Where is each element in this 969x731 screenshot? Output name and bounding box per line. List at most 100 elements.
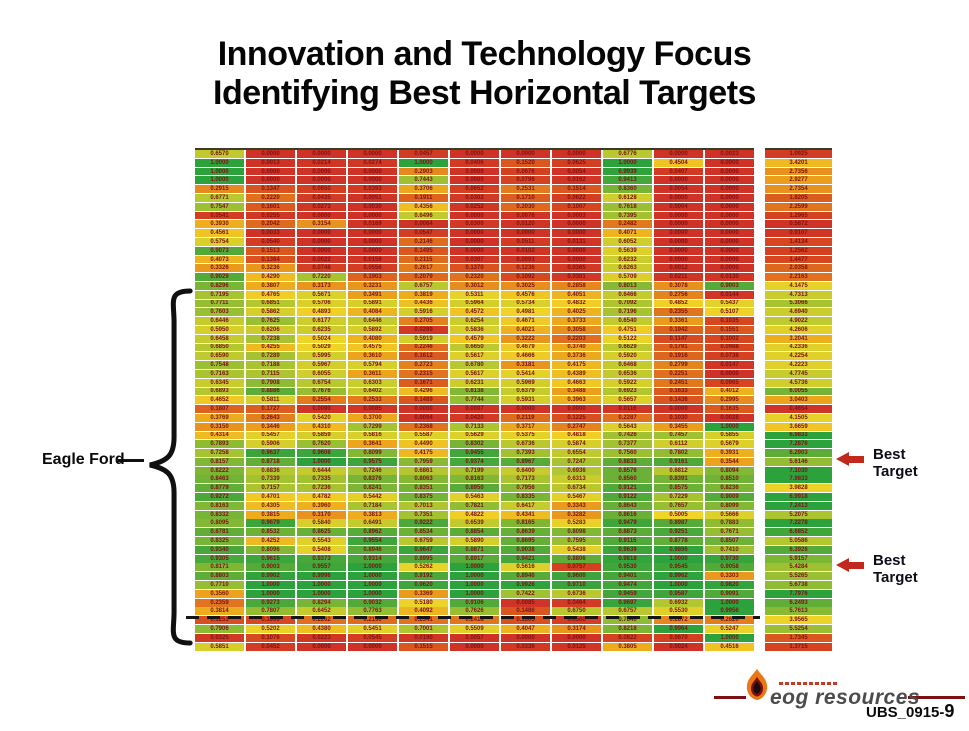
heatmap-cell: 0.3706 (399, 185, 448, 194)
heatmap-cell: 0.0130 (705, 273, 754, 282)
heatmap-cell: 0.7548 (195, 361, 244, 370)
heatmap-cell: 0.9374 (450, 457, 499, 466)
heatmap-cell: 0.2705 (399, 317, 448, 326)
heatmap-cell: 0.0024 (654, 642, 703, 651)
heatmap-cell: 0.1347 (246, 185, 295, 194)
heatmap-cell: 0.6812 (654, 466, 703, 475)
footer-rule-left (714, 696, 746, 699)
heatmap-cell: 0.2531 (501, 185, 550, 194)
heatmap-cell: 0.2262 (297, 616, 346, 625)
heatmap-cell: 0.7163 (195, 369, 244, 378)
heatmap-cell: 0.5964 (450, 299, 499, 308)
heatmap-cell: 0.5969 (501, 378, 550, 387)
heatmap-cell: 0.2533 (348, 396, 397, 405)
heatmap-cell: 0.8013 (603, 281, 652, 290)
heatmap-cell: 0.7395 (603, 211, 652, 220)
heatmap-cell: 1.0000 (450, 563, 499, 572)
heatmap-cell: 0.4175 (399, 449, 448, 457)
heatmap-cell: 0.0273 (297, 202, 346, 211)
heatmap-cell: 0.5890 (450, 537, 499, 545)
heatmap-cell: 0.9964 (654, 625, 703, 633)
heatmap-cell: 0.5816 (348, 431, 397, 440)
heatmap-cell: 0.7657 (654, 501, 703, 510)
side-column-cell: 1.2562 (765, 246, 832, 255)
heatmap-cell: 0.5657 (603, 396, 652, 405)
heatmap-cell: 0.5509 (450, 625, 499, 633)
side-column-cell: 5.5254 (765, 625, 832, 633)
heatmap-cell: 0.4561 (195, 229, 244, 238)
heatmap-cell: 0.0000 (501, 229, 550, 238)
heatmap-cell: 0.4782 (297, 493, 346, 501)
heatmap-cell: 0.8967 (501, 457, 550, 466)
best-target-callout-2: Best Target (836, 552, 918, 586)
heatmap-cell: 0.9474 (603, 581, 652, 589)
dashed-threshold-line (186, 616, 760, 619)
heatmap-cell: 0.0300 (450, 220, 499, 229)
heatmap-cell: 0.5916 (399, 308, 448, 317)
heatmap-cell: 0.3058 (552, 325, 601, 334)
heatmap-cell: 0.7184 (348, 501, 397, 510)
heatmap-cell: 0.8695 (501, 537, 550, 545)
heatmap-row: 0.1807 0.1727 0.0090 0.0085 0.0000 0.0007 0.00… (195, 405, 754, 413)
heatmap-row: 0.9305 0.9615 0.9373 0.9314 0.8995 0.8917 0.94… (195, 554, 754, 563)
heatmap-cell: 1.0000 (450, 581, 499, 589)
heatmap-row: 0.6446 0.7625 0.6177 0.6446 0.2705 0.6254 0.46… (195, 317, 754, 326)
heatmap-cell: 1.0000 (348, 581, 397, 589)
heatmap-cell: 0.9032 (348, 598, 397, 607)
heatmap-cell: 0.1633 (654, 387, 703, 396)
heatmap-cell: 0.4575 (348, 343, 397, 352)
heatmap-cell: 0.1092 (501, 273, 550, 282)
heatmap-cell: 0.1489 (399, 396, 448, 405)
heatmap-cell: 1.0000 (195, 176, 244, 185)
heatmap-cell: 0.3807 (246, 281, 295, 290)
heatmap-cell: 0.3769 (195, 413, 244, 422)
heatmap-cell: 0.0000 (246, 167, 295, 176)
heatmap-cell: 0.0000 (348, 229, 397, 238)
eagle-ford-label: Eagle Ford (42, 451, 125, 468)
heatmap-cell: 0.7115 (246, 369, 295, 378)
heatmap-cell: 0.0560 (552, 616, 601, 625)
heatmap-cell: 0.3222 (501, 334, 550, 343)
heatmap-cell: 0.2359 (195, 598, 244, 607)
heatmap-cell: 1.0000 (603, 158, 652, 167)
heatmap-cell: 0.6757 (603, 607, 652, 616)
heatmap-cell: 0.6861 (399, 466, 448, 475)
heatmap-cell: 0.1612 (399, 352, 448, 361)
heatmap-cell: 0.0054 (552, 167, 601, 176)
heatmap-row: 0.0541 0.0255 0.0000 0.0000 0.6496 0.0000 0.00… (195, 211, 754, 220)
heatmap-cell: 0.1710 (501, 193, 550, 202)
heatmap-cell: 0.5414 (501, 369, 550, 378)
heatmap-cell: 0.0541 (195, 211, 244, 220)
heatmap-cell: 0.1305 (501, 616, 550, 625)
heatmap-cell: 0.3641 (348, 440, 397, 449)
heatmap-cell: 0.5543 (297, 537, 346, 545)
heatmap-cell: 0.5202 (246, 625, 295, 633)
heatmap-row: 0.6850 0.4255 0.5029 0.4575 0.2246 0.6650 0.46… (195, 343, 754, 352)
best-target-label: Best Target (873, 552, 918, 586)
heatmap-cell: 0.6736 (501, 440, 550, 449)
heatmap-cell: 0.1807 (195, 405, 244, 413)
heatmap-cell: 0.0670 (654, 633, 703, 642)
heatmap-cell: 0.5457 (246, 431, 295, 440)
heatmap-cell: 0.3560 (195, 589, 244, 598)
heatmap-cell: 0.4436 (399, 299, 448, 308)
heatmap-cell: 0.7410 (705, 545, 754, 554)
heatmap-row: 0.9340 0.8096 0.5408 0.8946 0.9647 0.8871 0.90… (195, 545, 754, 554)
heatmap-cell: 0.9003 (705, 281, 754, 290)
heatmap-cell: 0.9272 (195, 493, 244, 501)
heatmap-cell: 0.0000 (705, 202, 754, 211)
heatmap-cell: 0.0054 (654, 185, 703, 194)
heatmap-cell: 0.0000 (654, 237, 703, 246)
heatmap-cell: 0.5919 (399, 334, 448, 343)
heatmap-cell: 0.1727 (246, 405, 295, 413)
heatmap-cell: 0.2220 (246, 193, 295, 202)
heatmap-cell: 0.9161 (654, 457, 703, 466)
heatmap-cell: 0.2799 (654, 361, 703, 370)
heatmap-cell: 0.5107 (705, 308, 754, 317)
heatmap-row: 0.5851 0.0452 0.0000 0.0000 0.1515 0.0000 0.03… (195, 642, 754, 651)
eog-resources-wordmark: eog resources (770, 686, 921, 709)
heatmap-cell: 0.9639 (603, 545, 652, 554)
heatmap-cell: 0.6780 (450, 361, 499, 370)
side-column-cell: 5.9157 (765, 554, 832, 563)
heatmap-cell: 0.8534 (399, 528, 448, 537)
